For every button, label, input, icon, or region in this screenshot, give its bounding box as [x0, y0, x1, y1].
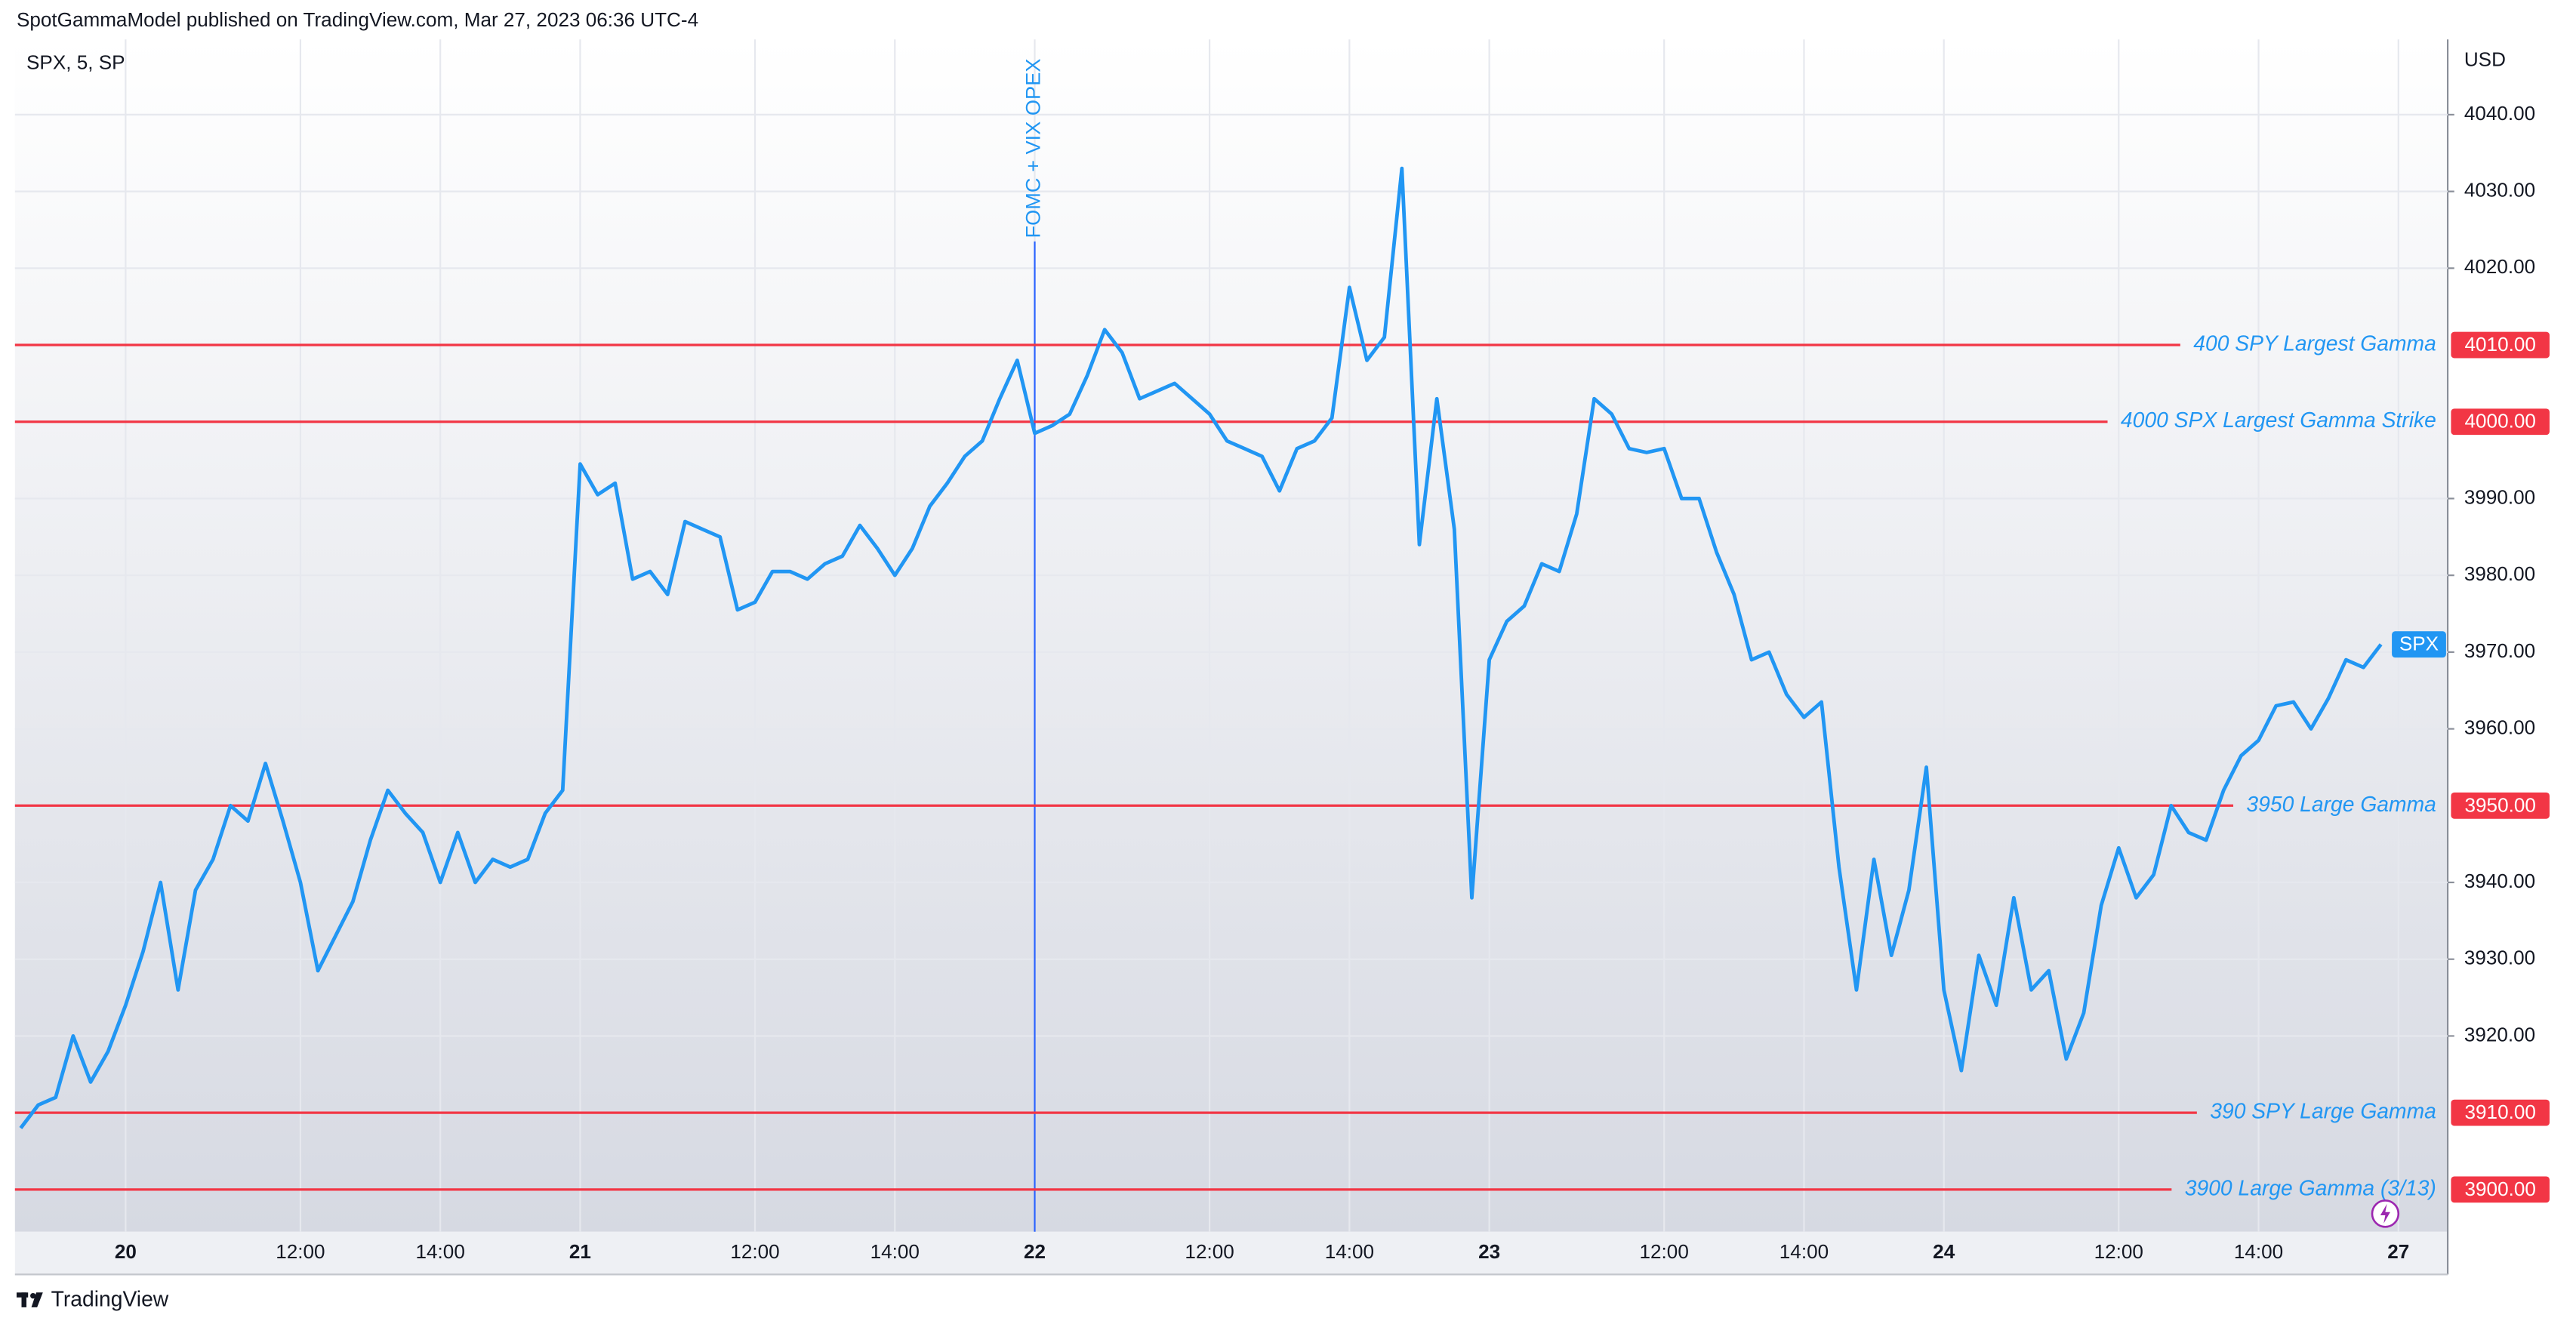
y-tick-label: 4040.00: [2464, 102, 2535, 125]
gamma-label: 390 SPY Large Gamma: [2210, 1099, 2436, 1123]
marks: FOMC + VIX OPEX 400 SPY Largest Gamma 4010…: [14, 59, 2550, 1232]
x-tick-label: 14:00: [1325, 1240, 1374, 1263]
brand-logo: [16, 1292, 43, 1307]
x-tick-label: 12:00: [1640, 1240, 1689, 1263]
published-note: SpotGammaModel published on TradingView.…: [17, 8, 698, 31]
price-tag-label: 3910.00: [2465, 1101, 2536, 1123]
chart-title: SPX, 5, SP: [26, 51, 125, 74]
gamma-label: 3900 Large Gamma (3/13): [2185, 1175, 2436, 1199]
plot-background: [14, 39, 2448, 1232]
gamma-label: 4000 SPX Largest Gamma Strike: [2121, 408, 2436, 432]
x-tick-label: 22: [1024, 1240, 1046, 1263]
y-tick-label: 3970.00: [2464, 639, 2535, 662]
price-tag: [2451, 331, 2550, 359]
series-tag: [2392, 631, 2446, 658]
x-tick-label: 14:00: [1779, 1240, 1829, 1263]
brand: TradingView: [51, 1287, 169, 1311]
series-tag-label: SPX: [2399, 633, 2439, 655]
y-tick-label: 3960.00: [2464, 716, 2535, 738]
x-tick-label: 21: [569, 1240, 591, 1263]
x-tick-label: 27: [2387, 1240, 2409, 1263]
price-tag: [2451, 1099, 2550, 1126]
x-tick-label: 14:00: [870, 1240, 920, 1263]
price-tag-label: 3900.00: [2465, 1178, 2536, 1200]
x-tick-label: 12:00: [2094, 1240, 2143, 1263]
x-tick-label: 20: [115, 1240, 137, 1263]
x-tick-label: 24: [1933, 1240, 1955, 1263]
x-tick-label: 14:00: [2234, 1240, 2283, 1263]
price-tag-label: 4000.00: [2465, 410, 2536, 433]
x-tick-label: 12:00: [730, 1240, 779, 1263]
x-tick-label: 14:00: [416, 1240, 465, 1263]
x-axis-band: [14, 1231, 2448, 1275]
gamma-label: 400 SPY Largest Gamma: [2193, 331, 2436, 356]
price-tag-label: 3950.00: [2465, 793, 2536, 816]
y-tick-label: 4020.00: [2464, 255, 2535, 278]
y-tick-label: 4030.00: [2464, 178, 2535, 201]
y-tick-label: 3990.00: [2464, 485, 2535, 508]
y-tick-label: 3920.00: [2464, 1023, 2535, 1045]
price-tag: [2451, 408, 2550, 436]
x-tick-label: 23: [1478, 1240, 1500, 1263]
x-tick-label: 12:00: [1185, 1240, 1234, 1263]
y-tick-label: 3940.00: [2464, 870, 2535, 892]
y-tick-label: 3980.00: [2464, 562, 2535, 585]
price-tag: [2451, 1176, 2550, 1203]
y-tick-label: 3930.00: [2464, 947, 2535, 969]
event-icon-bolt: [2380, 1203, 2390, 1224]
y-unit: USD: [2464, 48, 2506, 70]
event-label: FOMC + VIX OPEX: [1021, 59, 1045, 239]
gamma-label: 3950 Large Gamma: [2246, 792, 2436, 816]
price-line: [19, 166, 2383, 1129]
price-tag: [2451, 792, 2550, 819]
x-tick-label: 12:00: [276, 1240, 325, 1263]
price-axis-band: [2448, 39, 2576, 1275]
grid: 3920.00 3930.00 3940.00 3960.00 3970.00 3980.…: [14, 39, 2535, 1263]
price-tag-label: 4010.00: [2465, 333, 2536, 356]
